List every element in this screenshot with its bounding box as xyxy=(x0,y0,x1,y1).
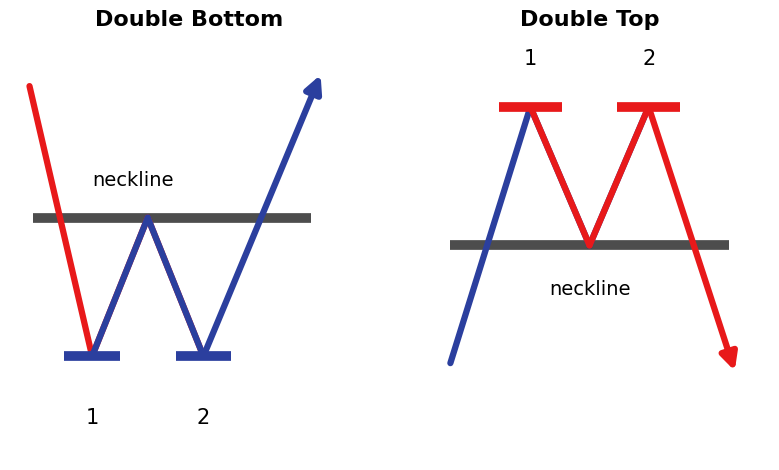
Text: neckline: neckline xyxy=(548,280,630,299)
Text: neckline: neckline xyxy=(92,171,174,190)
Text: 1: 1 xyxy=(86,408,99,428)
Text: 2: 2 xyxy=(197,408,210,428)
Title: Double Top: Double Top xyxy=(520,10,659,31)
Text: 2: 2 xyxy=(642,49,655,69)
Text: 1: 1 xyxy=(523,49,537,69)
Title: Double Bottom: Double Bottom xyxy=(95,10,284,31)
